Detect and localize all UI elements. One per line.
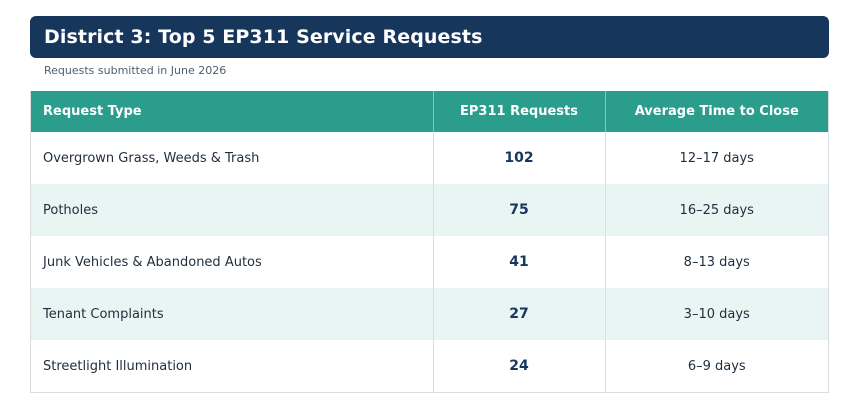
- request-count-cell: 27: [433, 288, 606, 340]
- column-header-request-type: Request Type: [31, 91, 434, 132]
- table-row: Streetlight Illumination 24 6–9 days: [31, 340, 828, 392]
- table-row: Junk Vehicles & Abandoned Autos 41 8–13 …: [31, 236, 828, 288]
- time-to-close-cell: 6–9 days: [687, 358, 746, 374]
- table-row: Overgrown Grass, Weeds & Trash 102 12–17…: [31, 132, 828, 184]
- page-subtitle: Requests submitted in June 2026: [44, 64, 227, 77]
- request-type-cell: Junk Vehicles & Abandoned Autos: [31, 236, 434, 288]
- requests-table: Request Type EP311 Requests Average Time…: [31, 91, 828, 392]
- requests-table-container: Request Type EP311 Requests Average Time…: [30, 91, 829, 393]
- request-type-cell: Tenant Complaints: [31, 288, 434, 340]
- table-header-row: Request Type EP311 Requests Average Time…: [31, 91, 828, 132]
- page-title: District 3: Top 5 EP311 Service Requests: [44, 26, 483, 48]
- title-bar: District 3: Top 5 EP311 Service Requests: [30, 16, 829, 58]
- request-count-cell: 24: [433, 340, 606, 392]
- request-type-cell: Overgrown Grass, Weeds & Trash: [31, 132, 434, 184]
- table-row: Tenant Complaints 27 3–10 days: [31, 288, 828, 340]
- request-type-cell: Potholes: [31, 184, 434, 236]
- column-header-ep311-requests: EP311 Requests: [433, 91, 606, 132]
- time-to-close-cell: 16–25 days: [605, 184, 828, 236]
- table-row: Potholes 75 16–25 days: [31, 184, 828, 236]
- time-to-close-cell: 8–13 days: [683, 254, 750, 270]
- time-to-close-cell: 3–10 days: [605, 288, 828, 340]
- column-header-average-time-to-close: Average Time to Close: [605, 91, 828, 132]
- request-count-cell: 75: [433, 184, 606, 236]
- time-to-close-cell: 12–17 days: [679, 150, 754, 166]
- request-type-cell: Streetlight Illumination: [31, 340, 434, 392]
- request-count-cell: 41: [433, 236, 606, 288]
- request-count-cell: 102: [433, 132, 606, 184]
